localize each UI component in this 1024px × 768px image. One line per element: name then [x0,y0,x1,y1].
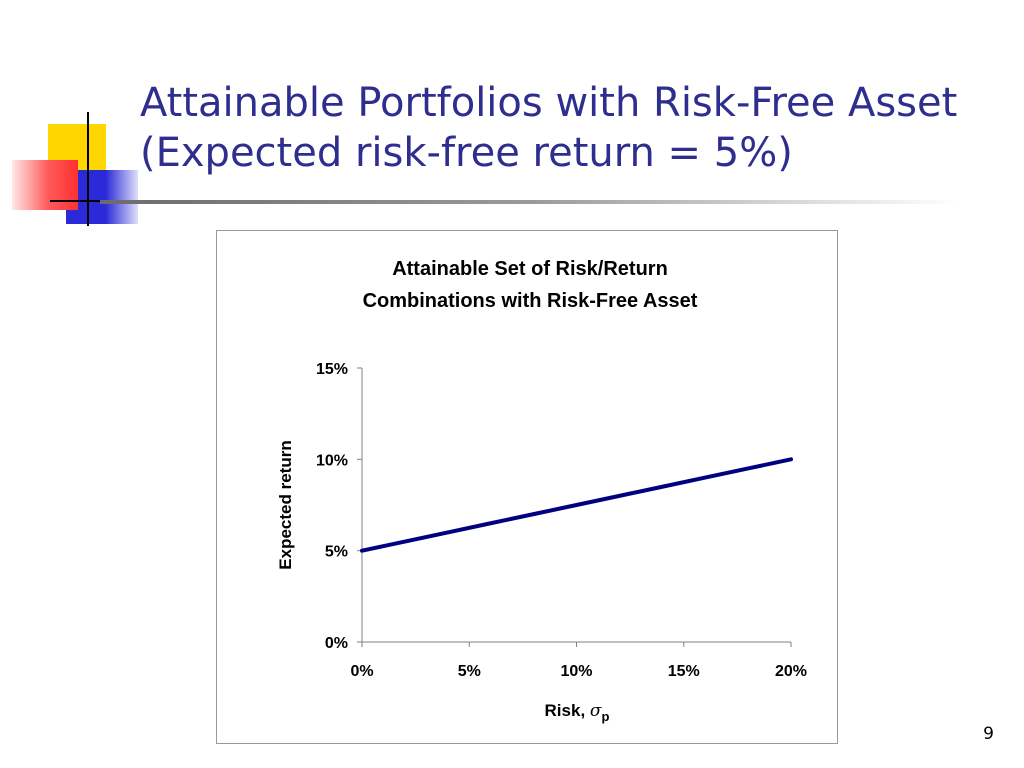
x-axis-ticks: 0% 5% 10% 15% 20% [350,642,807,680]
risk-return-chart: Attainable Set of Risk/Return Combinatio… [276,258,807,724]
title-line-2: (Expected risk-free return = 5%) [140,130,793,176]
x-tick-label: 0% [350,663,373,680]
logo-vertical-line [87,112,89,226]
x-tick-label: 15% [668,663,700,680]
title-line-1: Attainable Portfolios with Risk-Free Ass… [140,80,958,126]
x-axis-title-text: Risk, [545,701,590,720]
logo-blue-square [66,170,138,224]
y-tick-label: 15% [316,361,348,378]
logo-red-square [12,160,78,210]
x-axis-title-symbol: σ [590,701,602,721]
y-axis-ticks: 0% 5% 10% 15% [316,361,362,652]
logo-horizontal-line [50,200,140,202]
x-tick-label: 10% [560,663,592,680]
title-underline-gradient [100,200,960,204]
y-tick-label: 0% [325,635,348,652]
chart-frame: Attainable Set of Risk/Return Combinatio… [216,230,838,744]
x-axis-title-subscript: p [602,709,610,724]
page-number: 9 [983,724,994,744]
chart-title-line-2: Combinations with Risk-Free Asset [363,290,698,312]
x-axis-title: Risk, σp [545,701,610,724]
x-tick-label: 20% [775,663,807,680]
y-tick-label: 10% [316,452,348,469]
chart-title-line-1: Attainable Set of Risk/Return [392,258,668,280]
series-line [360,457,793,553]
x-tick-label: 5% [458,663,481,680]
y-tick-label: 5% [325,544,348,561]
y-axis-title: Expected return [276,440,295,569]
series-group [360,457,793,553]
page-title: Attainable Portfolios with Risk-Free Ass… [140,78,1000,178]
